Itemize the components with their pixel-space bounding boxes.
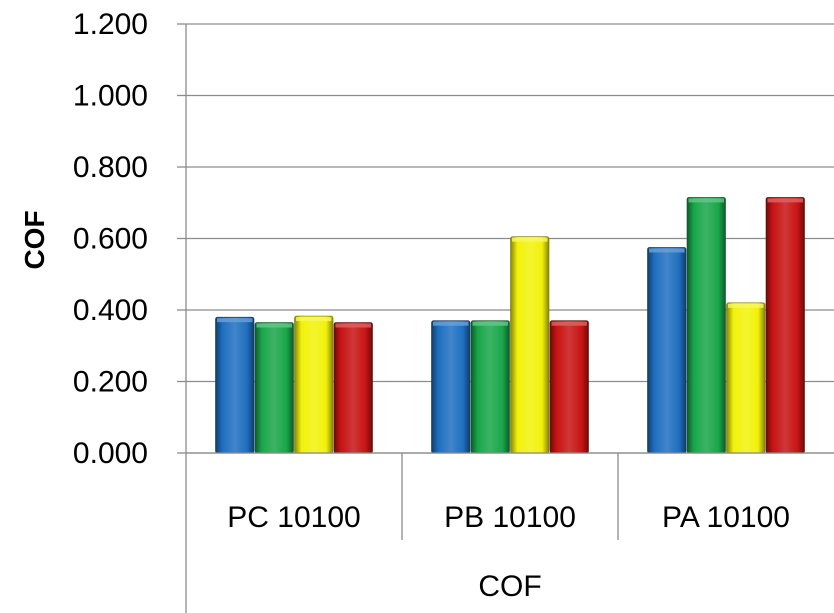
bar [431, 320, 471, 454]
bar [726, 302, 766, 454]
x-axis-title: COF [478, 570, 541, 603]
y-tick-label: 0.200 [73, 366, 148, 399]
y-axis-title: COF [19, 210, 50, 269]
bar [294, 315, 334, 454]
y-tick-label: 0.400 [73, 294, 148, 327]
bar [215, 316, 255, 454]
axes [185, 24, 834, 613]
bar [765, 197, 805, 454]
category-label: PA 10100 [662, 501, 790, 534]
y-tick-label: 1.200 [73, 8, 148, 41]
bar [686, 197, 726, 454]
bar [549, 320, 589, 454]
bar [510, 236, 550, 454]
gridlines [177, 23, 834, 454]
y-tick-label: 0.000 [73, 437, 148, 470]
y-tick-label: 0.800 [73, 151, 148, 184]
bar [333, 322, 373, 454]
y-axis-tick-labels: 0.000 0.200 0.400 0.600 0.800 1.000 1.200 [73, 8, 148, 470]
y-tick-label: 1.000 [73, 80, 148, 113]
category-labels: PC 10100 PB 10100 PA 10100 [227, 501, 790, 534]
bar [254, 322, 294, 454]
category-label: PC 10100 [227, 501, 360, 534]
bars [215, 197, 805, 454]
category-label: PB 10100 [444, 501, 576, 534]
y-tick-label: 0.600 [73, 223, 148, 256]
bar [470, 320, 510, 454]
bar [647, 247, 687, 454]
